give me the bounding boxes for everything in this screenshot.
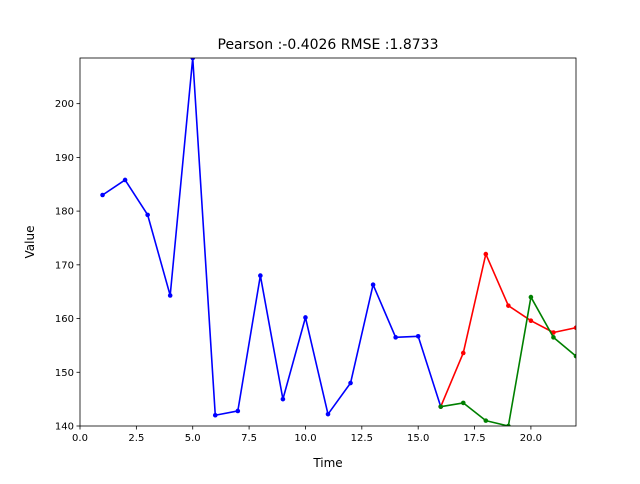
y-axis-label: Value xyxy=(23,226,37,259)
data-point xyxy=(483,418,489,423)
data-point xyxy=(145,212,150,218)
x-tick-label: 12.5 xyxy=(351,433,373,444)
data-point xyxy=(167,293,173,298)
x-tick-label: 7.5 xyxy=(241,433,257,444)
data-point xyxy=(415,333,421,339)
x-tick-label: 2.5 xyxy=(128,433,144,444)
chart-title: Pearson :-0.4026 RMSE :1.8733 xyxy=(218,37,439,53)
y-tick-label: 190 xyxy=(55,153,74,164)
x-tick-label: 20.0 xyxy=(520,433,542,444)
data-point xyxy=(528,294,534,300)
data-point xyxy=(460,350,466,356)
data-point xyxy=(483,251,489,257)
series-group xyxy=(100,58,576,426)
data-point xyxy=(325,411,331,417)
x-tick-label: 10.0 xyxy=(294,433,316,444)
y-tick-label: 140 xyxy=(55,422,74,433)
y-tick-label: 200 xyxy=(55,99,74,110)
y-tick-label: 160 xyxy=(55,314,74,325)
data-point xyxy=(303,315,308,320)
data-point xyxy=(280,396,286,402)
data-point xyxy=(506,423,511,426)
data-point xyxy=(122,177,128,183)
data-point xyxy=(258,273,263,278)
y-tick-label: 180 xyxy=(55,207,74,218)
data-point xyxy=(460,400,466,406)
x-axis-label: Time xyxy=(312,456,342,470)
x-tick-label: 15.0 xyxy=(407,433,429,444)
data-point xyxy=(551,335,556,340)
data-point xyxy=(190,58,196,61)
data-point xyxy=(348,380,353,386)
data-point xyxy=(573,353,576,359)
y-tick-label: 170 xyxy=(55,260,74,271)
plot-area: 0.0 2.5 5.0 7.5 10.0 12.5 15.0 17.5 20.0 140 150 16… xyxy=(55,57,577,444)
y-tick-label: 150 xyxy=(55,368,74,379)
data-point xyxy=(235,408,241,414)
data-point xyxy=(528,318,534,324)
data-point xyxy=(370,282,376,288)
data-point xyxy=(506,303,511,308)
x-tick-label: 0.0 xyxy=(72,433,88,444)
x-tick-label: 5.0 xyxy=(185,433,201,444)
data-point xyxy=(438,404,444,409)
series-line-0 xyxy=(101,58,442,417)
data-point xyxy=(393,335,398,340)
axes-frame xyxy=(79,57,577,427)
x-tick-label: 17.5 xyxy=(463,433,485,444)
data-point xyxy=(573,325,576,330)
data-point xyxy=(212,412,218,418)
data-point xyxy=(100,192,105,198)
